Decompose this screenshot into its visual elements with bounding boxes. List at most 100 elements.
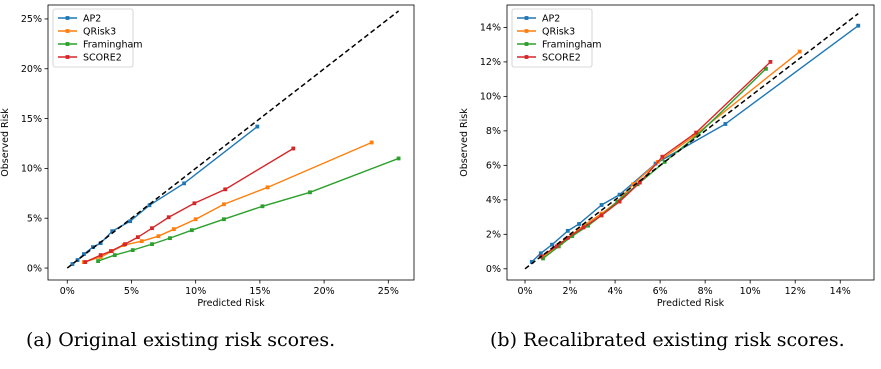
reference-line [66, 10, 400, 269]
plot-frame [47, 4, 415, 281]
data-point-framingham [556, 244, 561, 249]
data-point-qrisk3 [139, 239, 144, 244]
data-point-framingham [222, 217, 226, 222]
data-point-ap2 [98, 241, 103, 246]
data-point-score2 [166, 215, 171, 220]
data-point-framingham [570, 234, 575, 238]
y-tick-label: 0% [27, 263, 42, 274]
legend-label-qrisk3: QRisk3 [542, 26, 575, 37]
plot-frame [506, 4, 875, 281]
data-point-qrisk3 [171, 227, 176, 232]
data-point-ap2 [82, 252, 86, 256]
data-point-ap2 [577, 222, 581, 226]
data-point-score2 [768, 59, 773, 64]
y-tick-label: 15% [21, 114, 42, 125]
data-point-framingham [662, 159, 667, 164]
y-tick-label: 12% [480, 57, 501, 68]
x-tick-label: 2% [563, 286, 578, 297]
legend-marker-qrisk3 [65, 29, 70, 33]
data-point-qrisk3 [265, 185, 270, 190]
data-point-framingham [150, 242, 154, 247]
y-tick-label: 0% [486, 264, 501, 275]
chart-a: 0% 5% 10% 15% 20% 25% 0% 5% 10% 15% 20% 25% Predicte… [0, 4, 415, 351]
data-point-score2 [192, 201, 197, 206]
series-line-score2 [540, 61, 771, 258]
y-tick-label: 8% [486, 126, 501, 137]
data-point-framingham [541, 256, 545, 261]
data-point-qrisk3 [631, 182, 635, 187]
legend-label-score2: SCORE2 [83, 52, 122, 63]
data-point-framingham [130, 248, 135, 253]
data-point-qrisk3 [691, 134, 696, 138]
data-point-framingham [308, 190, 312, 195]
chart-caption: (a) Original existing risk scores. [26, 329, 335, 351]
data-point-framingham [615, 199, 620, 204]
x-tick-label: 4% [608, 286, 623, 297]
data-point-ap2 [599, 203, 604, 207]
series-line-framingham [97, 157, 399, 262]
data-point-framingham [696, 132, 701, 137]
data-point-score2 [109, 249, 113, 254]
data-point-ap2 [75, 258, 80, 262]
chart-b: 0% 2% 4% 6% 8% 10% 12% 14% 0% 2% 4% 6% 8% 10% 12% 14% Pr… [459, 4, 875, 351]
data-point-score2 [291, 146, 296, 151]
data-point-ap2 [70, 262, 75, 266]
data-point-score2 [617, 199, 622, 204]
series-score2 [83, 146, 296, 264]
data-point-qrisk3 [797, 49, 802, 54]
data-point-framingham [260, 204, 265, 209]
data-point-score2 [123, 242, 127, 247]
data-point-ap2 [856, 23, 861, 28]
data-point-score2 [135, 235, 140, 240]
data-point-framingham [112, 253, 117, 257]
x-axis-label: Predicted Risk [657, 298, 725, 309]
data-point-qrisk3 [369, 140, 374, 145]
legend-label-ap2: AP2 [542, 13, 560, 24]
legend-marker-qrisk3 [524, 29, 529, 33]
legend-marker-score2 [65, 55, 70, 59]
x-axis-label: Predicted Risk [197, 298, 265, 309]
data-point-framingham [168, 236, 172, 241]
legend-label-qrisk3: QRisk3 [83, 26, 116, 37]
x-tick-label: 10% [185, 286, 206, 297]
data-point-ap2 [182, 181, 187, 186]
data-point-ap2 [110, 229, 115, 234]
y-tick-label: 10% [480, 92, 501, 103]
legend-marker-framingham [524, 42, 529, 46]
data-point-qrisk3 [98, 255, 103, 259]
x-tick-label: 14% [830, 286, 851, 297]
data-point-ap2 [147, 203, 152, 208]
data-point-score2 [565, 235, 570, 240]
data-point-score2 [98, 253, 103, 257]
y-axis-label: Observed Risk [459, 108, 470, 177]
data-point-qrisk3 [156, 234, 161, 239]
data-point-ap2 [565, 228, 570, 233]
legend-marker-score2 [524, 55, 529, 59]
legend: AP2 QRisk3 Framingham SCORE2 [52, 8, 143, 68]
reference-line [524, 13, 859, 270]
legend-label-framingham: Framingham [542, 39, 602, 50]
x-tick-label: 20% [314, 286, 335, 297]
chart-caption: (b) Recalibrated existing risk scores. [490, 329, 845, 351]
x-tick-label: 8% [698, 286, 713, 297]
x-tick-label: 5% [124, 286, 139, 297]
data-point-ap2 [550, 242, 554, 247]
x-tick-label: 15% [249, 286, 270, 297]
x-tick-label: 6% [653, 286, 668, 297]
legend-label-framingham: Framingham [83, 39, 143, 50]
y-tick-label: 2% [486, 230, 501, 241]
data-point-score2 [637, 180, 642, 185]
series-line-score2 [84, 147, 294, 263]
data-point-score2 [150, 226, 154, 231]
y-tick-label: 5% [27, 214, 42, 225]
series-line-qrisk3 [83, 141, 372, 263]
data-point-ap2 [529, 259, 534, 264]
data-point-score2 [554, 244, 559, 249]
data-point-framingham [189, 228, 194, 233]
data-point-ap2 [538, 251, 543, 256]
data-point-score2 [599, 213, 604, 218]
series-framingham [96, 156, 401, 263]
y-tick-label: 6% [486, 161, 501, 172]
legend-label-score2: SCORE2 [542, 52, 581, 63]
